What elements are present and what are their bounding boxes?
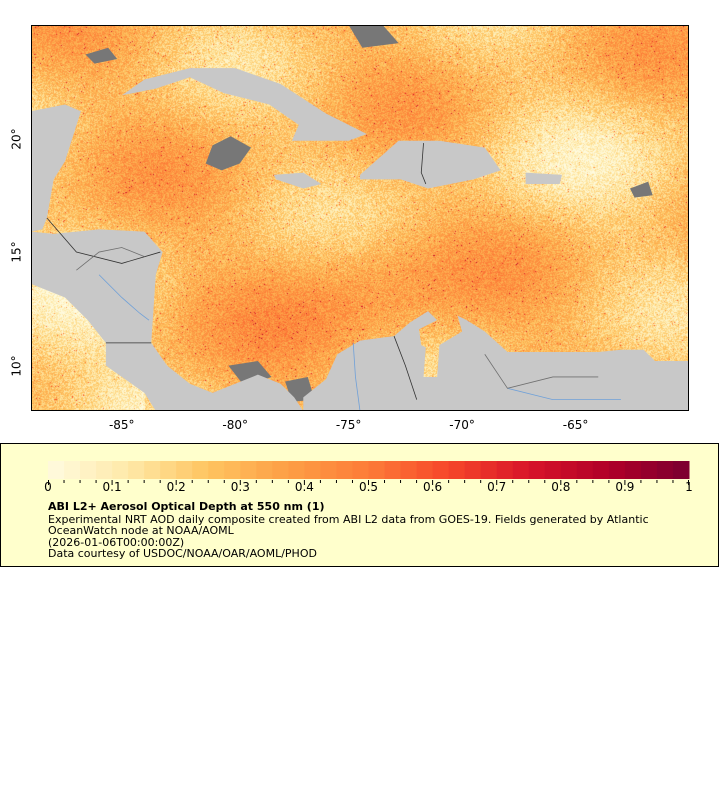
colorbar-swatch <box>320 461 337 479</box>
colorbar-swatch <box>80 461 97 479</box>
colorbar-swatch <box>48 461 65 479</box>
colorbar-swatch <box>416 461 434 479</box>
river <box>352 342 361 411</box>
river <box>507 387 621 401</box>
colorbar-swatch <box>64 461 81 479</box>
colorbar-tick-label: 1 <box>685 480 693 494</box>
colorbar-swatch <box>512 461 530 479</box>
colorbar-swatch <box>496 461 514 479</box>
colorbar-tick-label: 0.7 <box>487 480 507 494</box>
lon-tick-label: -70° <box>449 418 475 432</box>
colorbar-swatch <box>144 461 161 479</box>
colorbar-swatch <box>352 461 369 479</box>
country-border <box>393 335 418 400</box>
colorbar-tick-label: 0.3 <box>230 480 250 494</box>
lat-tick-label: 20° <box>9 127 24 150</box>
land-yucatan <box>31 104 81 232</box>
land-south-america <box>303 311 689 411</box>
land-puerto-rico <box>525 172 562 184</box>
colorbar-swatch <box>400 461 418 479</box>
country-border <box>420 143 427 185</box>
colorbar-swatch <box>576 461 594 479</box>
colorbar-tick-label: 0.2 <box>166 480 186 494</box>
colorbar-tick-label: 0 <box>44 480 52 494</box>
colorbar-swatch <box>608 461 626 479</box>
colorbar-swatch <box>544 461 562 479</box>
colorbar-swatch <box>560 461 578 479</box>
colorbar-swatch <box>656 461 674 479</box>
colorbar-swatch <box>432 461 450 479</box>
colorbar-swatch <box>112 461 129 479</box>
province-border <box>484 354 599 389</box>
nodata-patch <box>348 25 399 48</box>
legend-time: (2026-01-06T00:00:00Z) <box>48 536 185 549</box>
province-border <box>76 247 145 271</box>
nodata-patch <box>630 181 653 198</box>
colorbar-swatch <box>624 461 642 479</box>
legend-credit: Data courtesy of USDOC/NOAA/OAR/AOML/PHO… <box>48 547 317 560</box>
colorbar-swatch <box>208 461 225 479</box>
colorbar-swatch <box>528 461 546 479</box>
river <box>98 274 150 321</box>
colorbar-swatch <box>288 461 305 479</box>
colorbar-tick-label: 0.8 <box>551 480 571 494</box>
colorbar <box>48 461 690 485</box>
lat-tick-label: 15° <box>9 241 24 263</box>
nodata-patch <box>205 136 252 171</box>
colorbar-swatch <box>256 461 273 479</box>
colorbar-swatch <box>304 461 321 479</box>
colorbar-swatch <box>176 461 193 479</box>
colorbar-swatch <box>272 461 289 479</box>
lon-tick-label: -75° <box>335 418 362 432</box>
colorbar-swatch <box>240 461 257 479</box>
legend-description-cont: OceanWatch node at NOAA/AOML <box>48 524 234 537</box>
land-jamaica <box>273 172 322 189</box>
colorbar-swatch <box>672 461 690 479</box>
lon-tick-label: -80° <box>222 418 249 432</box>
colorbar-tick-label: 0.4 <box>294 480 314 494</box>
colorbar-swatch <box>128 461 145 479</box>
colorbar-tick-label: 0.1 <box>102 480 122 494</box>
colorbar-swatch <box>592 461 610 479</box>
colorbar-swatch <box>384 461 402 479</box>
map-frame <box>31 25 689 411</box>
colorbar-tick-label: 0.9 <box>615 480 635 494</box>
land-hispaniola <box>360 140 501 189</box>
lon-tick-label: -65° <box>562 418 589 432</box>
colorbar-swatch <box>160 461 177 479</box>
colorbar-swatch <box>448 461 466 479</box>
colorbar-swatch <box>464 461 482 479</box>
colorbar-swatch <box>368 461 386 479</box>
colorbar-swatch <box>480 461 498 479</box>
colorbar-swatch <box>192 461 209 479</box>
colorbar-tick-label: 0.5 <box>358 480 379 494</box>
colorbar-swatch <box>640 461 658 479</box>
colorbar-swatch <box>96 461 113 479</box>
legend-title: ABI L2+ Aerosol Optical Depth at 550 nm … <box>48 500 325 513</box>
colorbar-tick-label: 0.6 <box>423 480 443 494</box>
colorbar-swatch <box>224 461 241 479</box>
lon-tick-label: -85° <box>108 418 135 432</box>
land-overlay <box>31 25 689 411</box>
legend-description: Experimental NRT AOD daily composite cre… <box>48 513 649 526</box>
legend-panel: 0 0.1 0.2 0.3 0.4 0.5 0.6 0.7 0.8 0.9 1 … <box>0 443 719 567</box>
nodata-patch <box>85 47 118 64</box>
land-cuba <box>121 68 367 141</box>
lat-tick-label: 10° <box>9 354 24 377</box>
country-border <box>46 217 161 264</box>
colorbar-swatch <box>336 461 353 479</box>
